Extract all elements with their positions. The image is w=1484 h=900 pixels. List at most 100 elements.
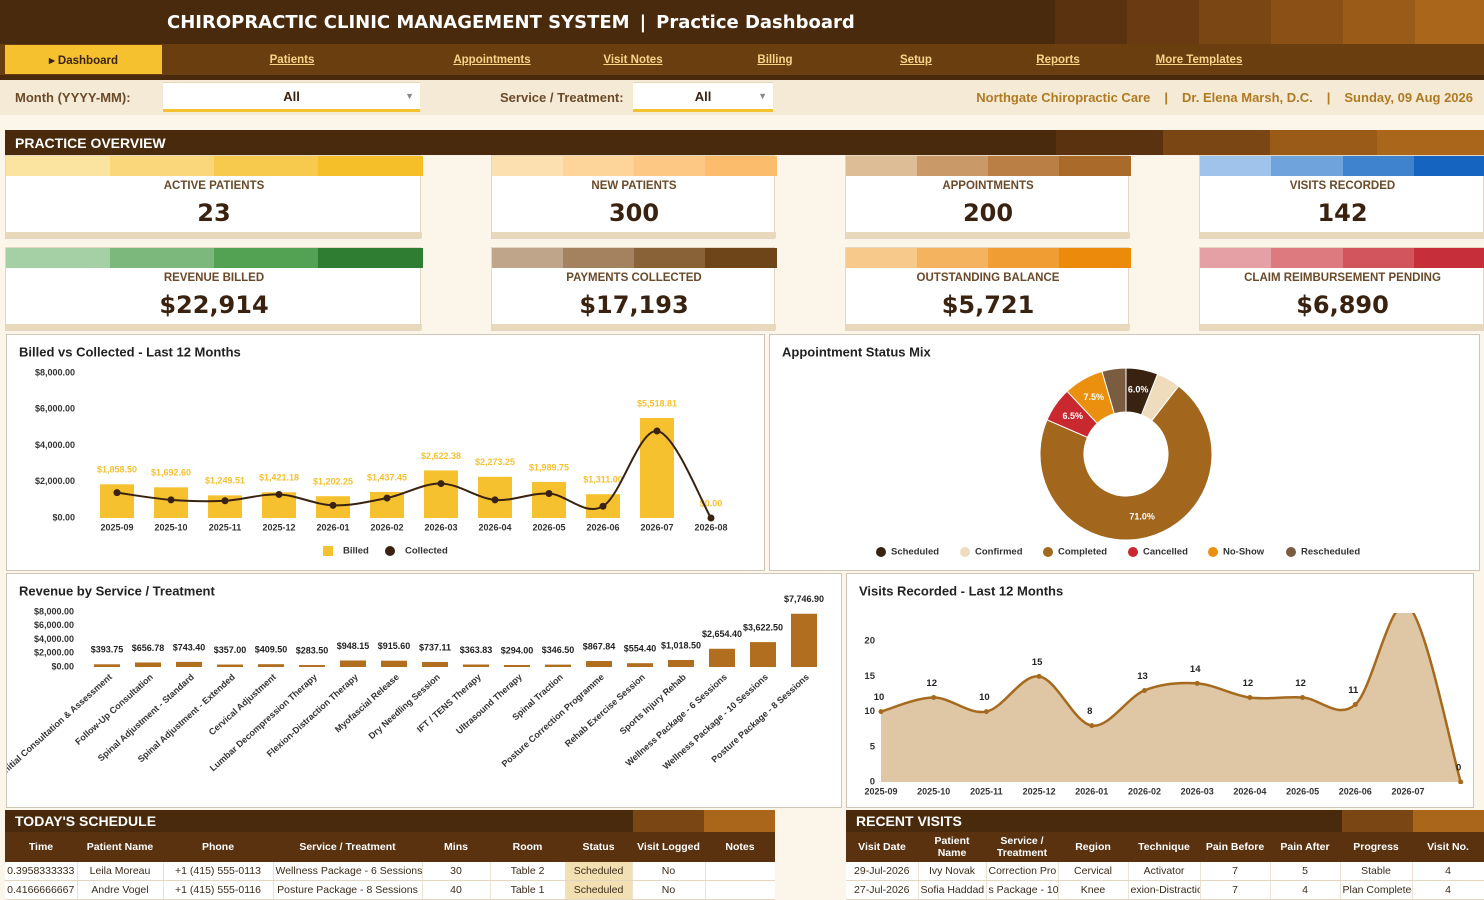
- bar: [545, 664, 571, 667]
- x-tick-label: 2026-06: [1339, 786, 1372, 796]
- kpi-label: APPOINTMENTS: [942, 180, 1034, 192]
- x-tick-label: 2025-10: [917, 786, 950, 796]
- nav-link[interactable]: Patients: [269, 53, 315, 66]
- section-block: [1377, 130, 1484, 155]
- kpi-value: 23: [197, 199, 231, 227]
- data-label: $357.00: [214, 645, 247, 655]
- table-title: TODAY'S SCHEDULE: [15, 813, 157, 829]
- kpi-label: NEW PATIENTS: [591, 180, 677, 192]
- kpi-foot: [846, 324, 1130, 330]
- y-tick-label: $4,000.00: [35, 440, 75, 450]
- kpi-foot: [6, 232, 422, 238]
- bar: [586, 661, 612, 667]
- table-cell: exion-Distractio: [1128, 880, 1201, 900]
- data-label: 0: [1456, 763, 1461, 774]
- kpi-strip: [563, 156, 635, 176]
- bar: [299, 665, 325, 667]
- nav-link[interactable]: Appointments: [453, 53, 531, 66]
- data-label: $1,202.25: [313, 477, 353, 487]
- nav-link[interactable]: Billing: [757, 53, 793, 66]
- x-tick-label: 2026-05: [1286, 786, 1319, 796]
- column-header: Visit No.: [1412, 832, 1484, 862]
- table-cell: Scheduled: [565, 880, 633, 900]
- legend-swatch: [1043, 547, 1053, 557]
- kpi-label: CLAIM REIMBURSEMENT PENDING: [1244, 272, 1441, 284]
- kpi-card: OUTSTANDING BALANCE $5,721: [845, 247, 1131, 331]
- y-tick-label: $6,000.00: [34, 620, 74, 630]
- header-subtitle: Practice Dashboard: [656, 11, 855, 33]
- data-label: $2,273.25: [475, 457, 515, 467]
- section-block: [1056, 130, 1163, 155]
- column-header: Phone: [163, 832, 273, 862]
- kpi-strip: [1271, 156, 1344, 176]
- line-marker: [113, 489, 121, 497]
- chart-panel: Revenue by Service / Treatment $0.00 $2,00…: [6, 573, 842, 808]
- data-label: $2,622.38: [421, 451, 461, 461]
- x-tick-label: 2026-01: [316, 522, 349, 532]
- table-cell: Ivy Novak: [918, 862, 987, 881]
- line-marker: [878, 709, 884, 715]
- header-block: [1271, 0, 1343, 44]
- filter-dropdown[interactable]: All ▼: [163, 82, 420, 112]
- bar: [532, 481, 566, 518]
- bar: [217, 664, 243, 667]
- chart-title: Appointment Status Mix: [782, 344, 932, 359]
- column-header: Service / Treatment: [986, 832, 1058, 862]
- kpi-strip: [634, 156, 706, 176]
- y-tick-label: $8,000.00: [34, 606, 74, 616]
- kpi-foot: [1200, 232, 1484, 238]
- table-title-block: [633, 810, 704, 832]
- line-marker: [437, 480, 445, 488]
- section-block: [1270, 130, 1377, 155]
- nav-link[interactable]: Setup: [900, 53, 932, 66]
- kpi-strip: [110, 156, 215, 176]
- line-marker: [707, 514, 715, 522]
- legend-label: Rescheduled: [1301, 547, 1360, 558]
- table-cell: 40: [422, 880, 491, 900]
- x-tick-label: 2025-12: [262, 522, 295, 532]
- data-label: $5,518.81: [637, 398, 677, 408]
- bar: [750, 642, 776, 667]
- table-cell: +1 (415) 555-0116: [163, 880, 274, 900]
- bar: [258, 664, 284, 667]
- data-label: 8: [1087, 706, 1092, 717]
- kpi-card: REVENUE BILLED $22,914: [5, 247, 423, 331]
- y-tick-label: 20: [864, 636, 875, 647]
- data-label: 7.5%: [1084, 392, 1105, 402]
- table-wrap: Visit Date Patient Name Service / Treatmen…: [846, 832, 1484, 900]
- header-info: Northgate Chiropractic Care | Dr. Elena Ma…: [900, 80, 1473, 115]
- table-cell: 4: [1270, 880, 1341, 900]
- y-tick-label: $2,000.00: [34, 648, 74, 658]
- nav-link[interactable]: Visit Notes: [603, 53, 663, 66]
- x-tick-label: Rehab Exercise Session: [563, 672, 647, 749]
- kpi-strip: [1271, 248, 1344, 268]
- kpi-value: $17,193: [579, 291, 689, 319]
- x-tick-label: 2025-09: [864, 786, 897, 796]
- data-label: $867.84: [583, 641, 616, 651]
- bar: [94, 664, 120, 667]
- nav-link[interactable]: More Templates: [1155, 53, 1243, 66]
- kpi-strip: [705, 248, 777, 268]
- legend-label: Collected: [405, 546, 448, 557]
- nav-strip: [0, 75, 1484, 80]
- kpi-strip: [1200, 156, 1273, 176]
- kpi-card: APPOINTMENTS 200: [845, 155, 1131, 239]
- filter-dropdown[interactable]: All ▼: [633, 82, 773, 112]
- data-label: 10: [874, 692, 885, 703]
- line-marker: [329, 501, 337, 509]
- y-tick-label: $2,000.00: [35, 476, 75, 486]
- filter-label: Service / Treatment:: [500, 90, 624, 105]
- data-label: 6.0%: [1128, 385, 1149, 395]
- kpi-strip: [6, 156, 111, 176]
- legend-swatch: [876, 547, 886, 557]
- legend-label: Completed: [1058, 547, 1107, 558]
- legend-swatch: [960, 547, 970, 557]
- column-header: Pain After: [1270, 832, 1340, 862]
- data-label: $915.60: [378, 641, 411, 651]
- column-header: Mins: [422, 832, 490, 862]
- column-header: Room: [490, 832, 565, 862]
- nav-tab-active[interactable]: ▸ Dashboard: [5, 45, 162, 74]
- header-block: [1199, 0, 1271, 44]
- table-title-block: [704, 810, 775, 832]
- nav-link[interactable]: Reports: [1036, 53, 1080, 66]
